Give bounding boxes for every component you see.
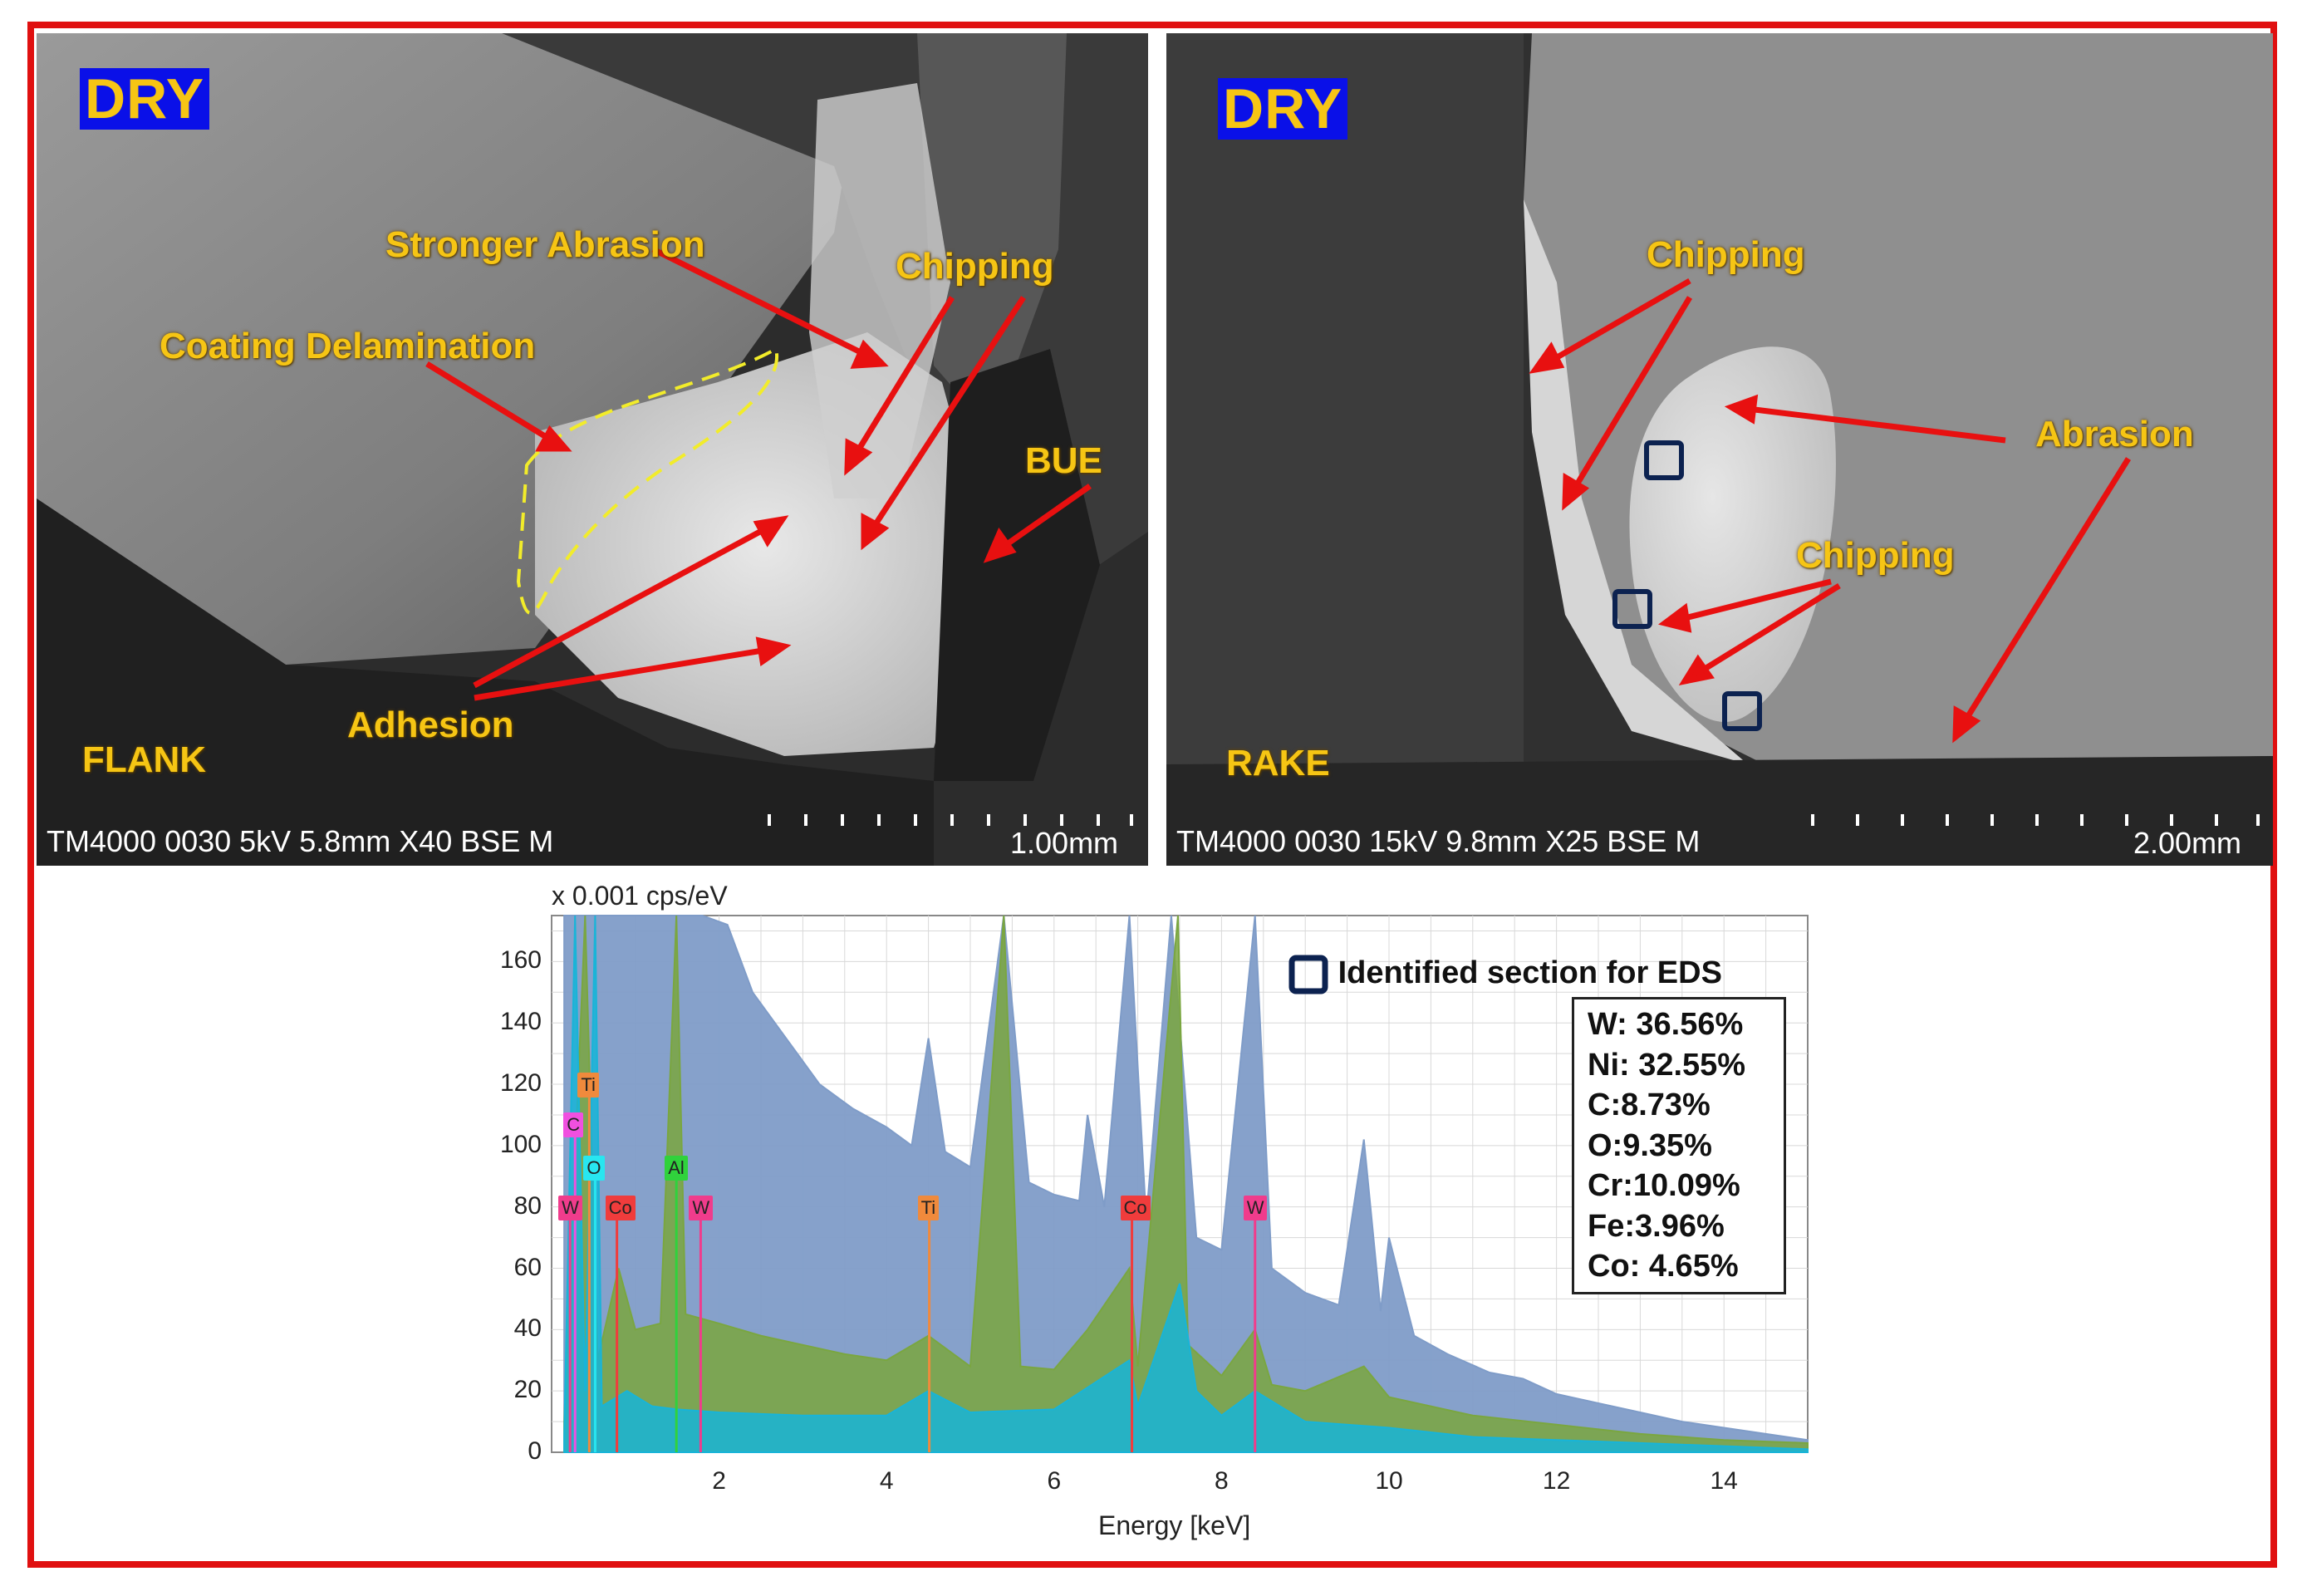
x-tick-label: 14 <box>1710 1467 1738 1495</box>
eds-legend: Identified section for EDS <box>1288 954 1722 995</box>
element-tag-ti: Ti <box>577 1073 599 1098</box>
condition-badge-right: DRY <box>1218 78 1348 140</box>
rake-arrows <box>1529 277 2131 744</box>
scale-label-left: 1.00mm <box>1010 826 1119 860</box>
sem-caption-right: TM4000 0030 15kV 9.8mm X25 BSE M <box>1176 824 1701 858</box>
label-chipping-left: Chipping <box>896 246 1054 287</box>
y-tick-label: 120 <box>499 1069 542 1098</box>
composition-c: C:8.73% <box>1588 1088 1711 1122</box>
sem-image-rake: DRY Chipping Abrasion Chipping RAKE TM40… <box>1166 33 2273 866</box>
composition-w: W: 36.56% <box>1588 1007 1744 1042</box>
scale-label-right: 2.00mm <box>2133 826 2242 860</box>
element-tag-w: W <box>1243 1195 1268 1220</box>
x-tick-label: 4 <box>879 1467 894 1495</box>
composition-o: O:9.35% <box>1588 1127 1712 1163</box>
x-tick-label: 8 <box>1215 1467 1229 1495</box>
element-tag-o: O <box>583 1155 605 1181</box>
scale-bar-right <box>1811 814 2260 826</box>
sem-caption-left: TM4000 0030 5kV 5.8mm X40 BSE M <box>47 824 554 858</box>
element-tag-c: C <box>563 1112 584 1138</box>
composition-co: Co: 4.65% <box>1588 1249 1739 1284</box>
x-tick-label: 6 <box>1047 1467 1062 1495</box>
label-abrasion: Abrasion <box>2035 414 2194 454</box>
sem-flank-background <box>37 33 1148 866</box>
composition-box: W: 36.56% Ni: 32.55% C:8.73% O:9.35% Cr:… <box>1572 997 1786 1294</box>
y-unit-label: x 0.001 cps/eV <box>552 881 728 911</box>
y-tick-label: 80 <box>513 1191 542 1220</box>
composition-cr: Cr:10.09% <box>1588 1168 1740 1203</box>
x-tick-label: 10 <box>1375 1467 1403 1495</box>
y-tick-label: 40 <box>513 1314 542 1343</box>
y-tick-label: 20 <box>513 1376 542 1404</box>
y-tick-label: 60 <box>513 1253 542 1281</box>
eds-markers <box>1612 440 1762 731</box>
element-tag-w: W <box>558 1195 582 1220</box>
x-axis-label: Energy [keV] <box>1098 1510 1251 1540</box>
label-face-rake: RAKE <box>1226 743 1330 783</box>
y-tick-label: 100 <box>499 1130 542 1158</box>
y-tick-label: 160 <box>499 946 542 975</box>
element-tag-co: Co <box>1120 1195 1151 1220</box>
figure-frame <box>27 22 2277 1568</box>
eds-spectrum-chart: x 0.001 cps/eV 0 20 40 60 80 100 120 140 160 2 4 6… <box>449 872 1844 1562</box>
eds-marker-icon <box>1288 955 1328 994</box>
label-chipping-bottom: Chipping <box>1796 535 1955 576</box>
legend-label: Identified section for EDS <box>1338 955 1722 991</box>
spectrum-series-3 <box>563 915 1809 1453</box>
label-face-flank: FLANK <box>82 739 207 780</box>
y-tick-label: 0 <box>528 1437 542 1465</box>
composition-fe: Fe:3.96% <box>1588 1208 1725 1244</box>
spectrum-series-1 <box>563 915 1809 1453</box>
label-stronger-abrasion: Stronger Abrasion <box>385 224 705 265</box>
element-tag-ti: Ti <box>917 1195 940 1220</box>
x-tick-label: 12 <box>1542 1467 1571 1495</box>
flank-arrows <box>425 246 1092 701</box>
element-tag-co: Co <box>605 1195 636 1220</box>
sem-image-flank: DRY Stronger Abrasion Chipping Coating D… <box>37 33 1148 866</box>
y-tick-label: 140 <box>499 1008 542 1036</box>
label-coating-delamination: Coating Delamination <box>160 326 536 366</box>
condition-badge-left: DRY <box>80 68 210 130</box>
element-tag-al: Al <box>665 1155 688 1181</box>
element-tag-w: W <box>689 1195 714 1220</box>
x-tick-label: 2 <box>712 1467 726 1495</box>
label-adhesion: Adhesion <box>347 705 514 745</box>
scale-bar-left <box>768 814 1133 826</box>
label-chipping-top: Chipping <box>1647 234 1805 275</box>
sem-rake-background <box>1166 33 2273 866</box>
composition-ni: Ni: 32.55% <box>1588 1047 1746 1083</box>
label-bue: BUE <box>1025 440 1102 481</box>
